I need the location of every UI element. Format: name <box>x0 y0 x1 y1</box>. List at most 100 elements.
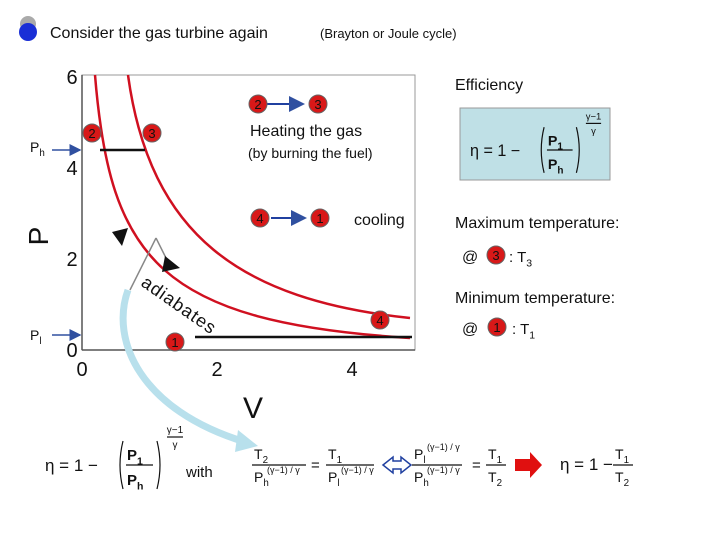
y-tick-label: 0 <box>66 340 77 362</box>
state-marker <box>308 94 328 114</box>
eq-exp: (γ−1) / γ <box>267 465 300 475</box>
eq-den-main: T <box>488 469 497 485</box>
pointer-head <box>162 256 180 272</box>
eq-lhs: η = 1 − <box>560 455 613 474</box>
eq-equals: = <box>472 457 481 474</box>
state-marker <box>142 123 162 143</box>
state-label: 2 <box>88 126 95 141</box>
eq-den-sub: 2 <box>624 478 629 489</box>
state-marker <box>248 94 268 114</box>
eq-exp: (γ−1) / γ <box>427 442 460 452</box>
eq-num: P1 <box>127 447 143 468</box>
bracket <box>119 440 124 490</box>
max-at: @ <box>462 249 478 266</box>
eq-num-main: T <box>328 446 337 462</box>
x-tick-label: 4 <box>346 359 357 381</box>
state-marker <box>310 208 330 228</box>
min-at: @ <box>462 321 478 338</box>
cooling-label: cooling <box>354 212 405 229</box>
y-tick-label: 4 <box>66 158 77 180</box>
state-marker <box>82 123 102 143</box>
eq-num-sub: 1 <box>337 455 342 466</box>
eq-den-sub: h <box>263 478 268 489</box>
link-arrow <box>119 288 247 446</box>
efficiency-label: Efficiency <box>455 77 523 94</box>
eq-den-main: T <box>615 469 624 485</box>
eq-num: T1 <box>488 446 502 466</box>
max-value: : T3 <box>509 249 532 270</box>
eq-den-sub: h <box>137 481 143 493</box>
state-label: 1 <box>171 335 178 350</box>
eq-num-main: T <box>615 446 624 462</box>
pl-label-sub: l <box>39 336 41 347</box>
link-arrow-head <box>235 430 258 452</box>
eq-exp: (γ−1) / γ <box>341 465 374 475</box>
ph-label-sub: h <box>39 148 44 159</box>
max-temp-label: Maximum temperature: <box>455 215 620 232</box>
with-label: with <box>185 464 213 481</box>
ph-label: Ph <box>30 139 45 159</box>
double-arrow <box>381 455 413 475</box>
eq-exp-num: γ−1 <box>586 112 602 123</box>
state-label: 2 <box>254 97 261 112</box>
state-marker <box>487 317 507 337</box>
subtitle: (Brayton or Joule cycle) <box>320 26 457 41</box>
state-label: 3 <box>148 126 155 141</box>
eq-num-main: T <box>488 446 497 462</box>
eq-exp-den: γ <box>591 126 596 137</box>
adiabat-high <box>126 74 411 320</box>
eq-den-main: P <box>414 469 423 485</box>
state-marker <box>250 208 270 228</box>
x-tick-label: 2 <box>211 359 222 381</box>
eq-num: Pl <box>414 446 426 466</box>
min-value-sub: 1 <box>529 330 535 342</box>
eq-den: Ph <box>254 469 269 489</box>
min-temp-label: Minimum temperature: <box>455 290 615 307</box>
efficiency-box <box>459 107 611 181</box>
eq-den-main: P <box>254 469 263 485</box>
eq-num-sub: 1 <box>557 142 563 153</box>
eq-den-sub: h <box>423 478 428 489</box>
eq-exp-num: γ−1 <box>167 425 184 436</box>
eq-den-sub: 2 <box>497 478 502 489</box>
eq-den: T2 <box>488 469 502 489</box>
eq-num: T1 <box>615 446 629 466</box>
min-value-main: : T <box>512 321 529 338</box>
x-tick-label: 0 <box>76 359 87 381</box>
pointer-line <box>155 237 167 259</box>
pl-label-main: P <box>30 327 39 343</box>
eq-num-sub: 1 <box>497 455 502 466</box>
state-label: 1 <box>493 320 500 335</box>
y-axis-label: P <box>23 227 54 246</box>
state-marker <box>165 332 185 352</box>
bracket <box>156 440 161 490</box>
bracket <box>575 127 580 173</box>
eq-den: Ph <box>414 469 429 489</box>
eq-num-sub: 1 <box>137 456 143 468</box>
title: Consider the gas turbine again <box>50 25 268 42</box>
state-label: 4 <box>376 313 383 328</box>
eq-den-main: P <box>127 472 137 489</box>
bullet-icon <box>19 23 37 41</box>
eq-num-main: T <box>254 446 263 462</box>
eq-exp-den: γ <box>173 440 178 451</box>
y-tick-label: 2 <box>66 249 77 271</box>
adiabat-low <box>93 74 411 340</box>
eq-num-sub: 2 <box>263 455 268 466</box>
eq-den: Ph <box>548 157 564 176</box>
pointer-line <box>129 237 157 291</box>
y-tick-label: 6 <box>66 67 77 89</box>
eq-num: T1 <box>328 446 342 466</box>
min-value: : T1 <box>512 321 535 342</box>
eq-num-main: P <box>414 446 423 462</box>
eq-equals: = <box>311 457 320 474</box>
ph-label-main: P <box>30 139 39 155</box>
heating-label: Heating the gas <box>250 123 362 140</box>
state-label: 1 <box>316 211 323 226</box>
state-label: 4 <box>256 211 263 226</box>
x-axis-label: V <box>243 392 263 425</box>
implies-arrow <box>515 452 542 478</box>
max-value-main: : T <box>509 249 526 266</box>
eq-den: T2 <box>615 469 629 489</box>
eq-num-main: P <box>548 133 558 149</box>
